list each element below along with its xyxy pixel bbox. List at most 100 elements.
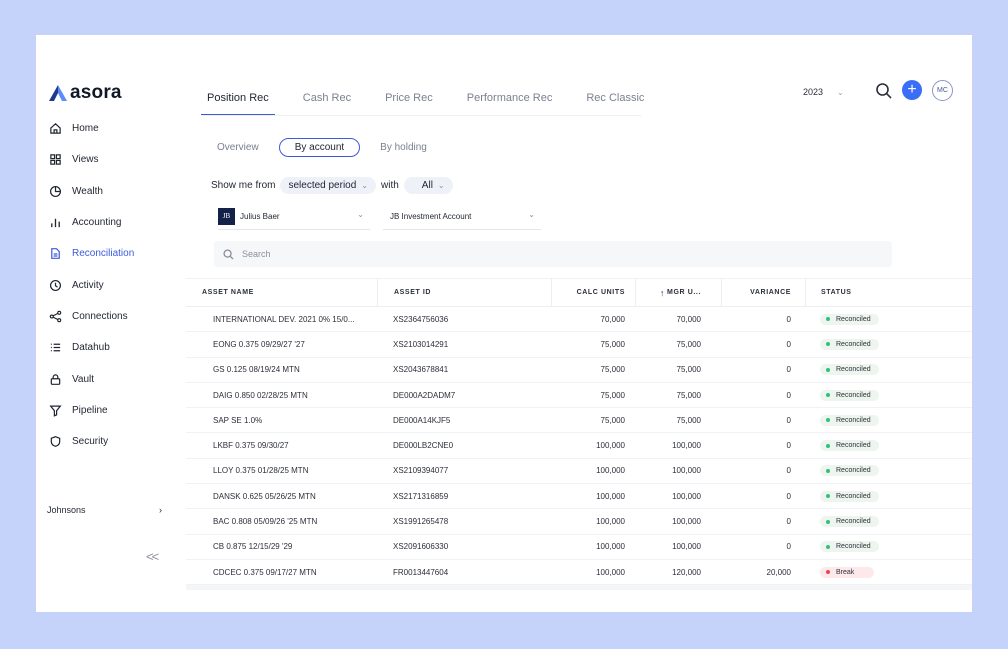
subtab-overview[interactable]: Overview: [217, 142, 259, 153]
sidebar-item-label: Reconciliation: [72, 248, 135, 260]
asora-logo-icon: [49, 85, 67, 101]
scope-value: All: [421, 180, 433, 191]
status-dot-icon: [826, 544, 830, 549]
sidebar-item-home[interactable]: Home: [48, 113, 134, 144]
search-icon: [223, 248, 234, 260]
variance-cell: 0: [786, 542, 791, 552]
sidebar-item-activity[interactable]: Activity: [48, 269, 134, 300]
view-subtabs: Overview By account By holding: [209, 138, 447, 157]
share-icon: [48, 309, 62, 323]
app-window: asora Home Views Wealth Accounting Recon…: [36, 35, 972, 612]
status-dot-icon: [826, 317, 830, 322]
tab-position-rec[interactable]: Position Rec: [201, 80, 275, 116]
tab-price-rec[interactable]: Price Rec: [385, 92, 433, 104]
status-badge: Reconciled: [820, 490, 879, 502]
search-input[interactable]: Search: [214, 241, 892, 267]
status-dot-icon: [826, 570, 830, 575]
table-row[interactable]: CB 0.875 12/15/29 '29 XS2091606330 100,000…: [186, 535, 972, 560]
status-cell: Reconciled: [805, 465, 928, 477]
sidebar-item-views[interactable]: Views: [48, 144, 134, 175]
status-badge: Reconciled: [820, 541, 879, 553]
custodian-dropdown[interactable]: JB Julius Baer ⌄: [218, 204, 370, 230]
calc-units-cell: 100,000: [596, 466, 625, 476]
add-button[interactable]: +: [902, 80, 922, 100]
filter-icon: [48, 403, 62, 417]
account-dropdown[interactable]: JB Investment Account ⌄: [383, 204, 541, 230]
scope-dropdown[interactable]: All ⌄: [403, 177, 453, 194]
asset-id-cell: XS2171316859: [393, 491, 449, 501]
table-row[interactable]: INTERNATIONAL DEV. 2021 0% 15/0... XS2364…: [186, 307, 972, 333]
status-cell: Reconciled: [805, 414, 928, 426]
asset-id-cell: FR0013447604: [393, 567, 449, 577]
asset-id-cell: XS2103014291: [393, 339, 449, 349]
avatar[interactable]: MC: [932, 80, 953, 101]
collapse-sidebar-button[interactable]: <<: [146, 549, 159, 564]
grid-icon: [48, 153, 62, 167]
col-asset-id[interactable]: ASSET ID: [377, 278, 551, 307]
variance-cell: 0: [786, 517, 791, 527]
table-scrollbar[interactable]: [186, 585, 972, 591]
tab-performance-rec[interactable]: Performance Rec: [466, 92, 553, 104]
sidebar-item-wealth[interactable]: Wealth: [48, 176, 134, 207]
status-badge: Reconciled: [820, 338, 879, 350]
table-row[interactable]: DANSK 0.625 05/26/25 MTN XS2171316859 100,…: [186, 484, 972, 510]
table-row[interactable]: BAC 0.808 05/09/26 '25 MTN XS1991265478 10…: [186, 509, 972, 535]
subtab-by-account[interactable]: By account: [278, 138, 361, 157]
sidebar-item-reconciliation[interactable]: Reconciliation: [48, 238, 134, 269]
asset-name-cell: DANSK 0.625 05/26/25 MTN: [213, 491, 316, 501]
workspace-switcher[interactable]: Johnsons ›: [47, 505, 162, 515]
chevron-down-icon: ⌄: [528, 210, 535, 219]
asset-id-cell: DE000LB2CNE0: [393, 441, 454, 451]
calc-units-cell: 100,000: [596, 567, 625, 577]
col-mgr-units[interactable]: ↑ MGR U...: [635, 278, 721, 307]
asset-name-cell: CDCEC 0.375 09/17/27 MTN: [213, 567, 317, 577]
shield-icon: [48, 435, 62, 449]
variance-cell: 0: [786, 491, 791, 501]
period-dropdown[interactable]: selected period ⌄: [280, 177, 376, 194]
table-row[interactable]: LLOY 0.375 01/28/25 MTN XS2109394077 100,0…: [186, 459, 972, 485]
status-badge: Reconciled: [820, 364, 879, 376]
col-asset-name[interactable]: ASSET NAME: [202, 289, 254, 296]
table-row[interactable]: LKBF 0.375 09/30/27 DE000LB2CNE0 100,000 10…: [186, 433, 972, 459]
sidebar-item-datahub[interactable]: Datahub: [48, 332, 134, 363]
status-cell: Break: [805, 566, 928, 578]
sidebar: asora Home Views Wealth Accounting Recon…: [36, 35, 186, 612]
chevron-down-icon: ⌄: [837, 87, 844, 97]
sidebar-item-accounting[interactable]: Accounting: [48, 207, 134, 238]
status-label: Reconciled: [836, 442, 871, 450]
col-status[interactable]: STATUS: [805, 278, 928, 307]
sidebar-item-vault[interactable]: Vault: [48, 363, 134, 394]
variance-cell: 0: [786, 365, 791, 375]
table-row[interactable]: SAP SE 1.0% DE000A14KJF5 75,000 75,000 0 Reco…: [186, 408, 972, 434]
custodian-logo: JB: [218, 208, 235, 225]
year-selector[interactable]: 2023 ⌄: [803, 87, 844, 97]
asset-id-cell: DE000A14KJF5: [393, 415, 451, 425]
search-icon[interactable]: [875, 82, 893, 100]
asset-id-cell: XS2091606330: [393, 542, 449, 552]
sidebar-item-label: Datahub: [72, 342, 110, 354]
subtab-by-holding[interactable]: By holding: [380, 142, 427, 153]
table-row[interactable]: EONG 0.375 09/29/27 '27 XS2103014291 75,00…: [186, 332, 972, 358]
sidebar-item-connections[interactable]: Connections: [48, 301, 134, 332]
table-row[interactable]: DAIG 0.850 02/28/25 MTN DE000A2DADM7 75,00…: [186, 383, 972, 409]
col-calc-units[interactable]: CALC UNITS: [551, 278, 635, 307]
status-label: Reconciled: [836, 391, 871, 399]
asset-name-cell: EONG 0.375 09/29/27 '27: [213, 339, 305, 349]
table-row[interactable]: CDCEC 0.375 09/17/27 MTN FR0013447604 100,…: [186, 560, 972, 586]
table-body: INTERNATIONAL DEV. 2021 0% 15/0... XS2364…: [186, 307, 972, 586]
tab-rec-classic[interactable]: Rec Classic: [586, 92, 645, 104]
tab-cash-rec[interactable]: Cash Rec: [302, 92, 352, 104]
status-cell: Reconciled: [805, 440, 928, 452]
sidebar-nav: Home Views Wealth Accounting Reconciliat…: [48, 113, 134, 457]
chevron-down-icon: ⌄: [357, 210, 364, 219]
status-label: Reconciled: [836, 467, 871, 475]
table-row[interactable]: GS 0.125 08/19/24 MTN XS2043678841 75,000 7…: [186, 358, 972, 383]
logo[interactable]: asora: [48, 82, 122, 104]
status-badge: Reconciled: [820, 465, 879, 477]
status-label: Break: [836, 568, 855, 576]
sidebar-item-security[interactable]: Security: [48, 426, 134, 457]
status-dot-icon: [826, 468, 830, 473]
col-variance[interactable]: VARIANCE: [721, 278, 805, 307]
sidebar-item-label: Home: [72, 123, 99, 135]
sidebar-item-pipeline[interactable]: Pipeline: [48, 395, 134, 426]
